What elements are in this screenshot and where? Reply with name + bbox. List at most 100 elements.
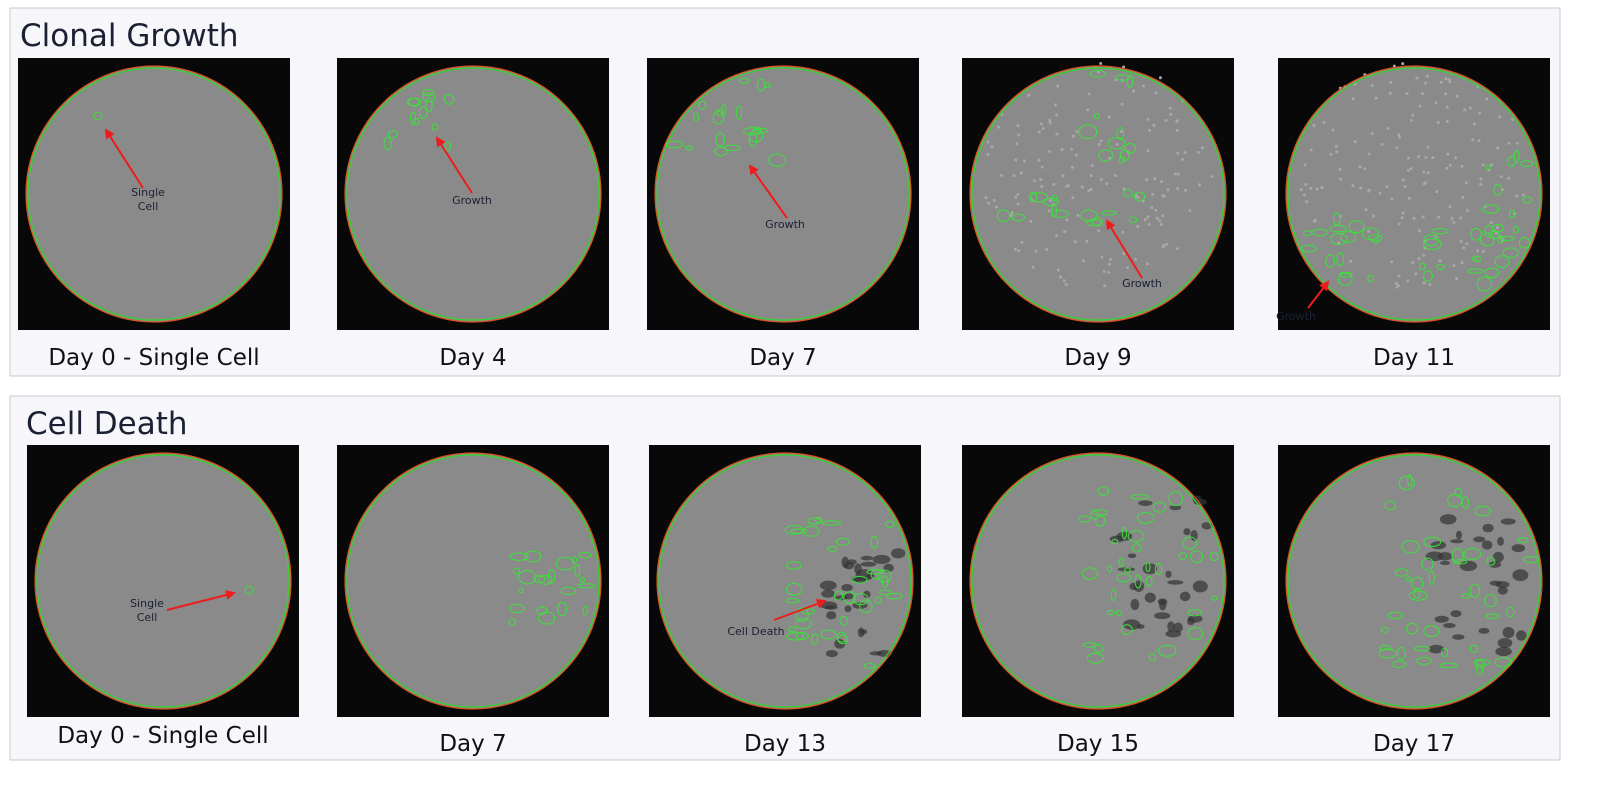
cell [1158, 219, 1162, 223]
dead-cells [1439, 514, 1457, 525]
cell [1414, 272, 1418, 276]
colony-contour [801, 608, 816, 615]
colony-contour [1484, 267, 1500, 279]
colony-contour [885, 520, 895, 528]
colony-contour [1454, 487, 1462, 497]
colony-contour [1106, 609, 1115, 616]
dead-cells [854, 576, 867, 583]
dead-cells [1459, 560, 1478, 572]
well-edge [1285, 452, 1543, 710]
cell [1039, 122, 1043, 126]
colony-contour [508, 618, 516, 626]
cell [1434, 101, 1438, 105]
colony-contour [1086, 652, 1104, 664]
cell [1417, 155, 1421, 159]
dead-cells [1437, 552, 1453, 561]
colony-contour [1178, 552, 1188, 561]
annotation: Growth [1122, 277, 1162, 290]
well-contour [656, 67, 910, 321]
dead-cells [1138, 500, 1153, 506]
cell [1490, 163, 1494, 167]
colony-contour [1441, 647, 1448, 658]
colony-contour [1463, 547, 1482, 560]
colony-contour [536, 606, 548, 615]
colony-contour [518, 569, 537, 585]
cell [992, 198, 996, 202]
dead-cells [1130, 598, 1140, 611]
colony-contour [1121, 526, 1127, 540]
colony-contour [787, 626, 797, 633]
colony-contour [822, 520, 841, 526]
cell [1134, 257, 1138, 261]
colony-contour [1111, 538, 1119, 545]
dead-cells [834, 595, 848, 601]
arrow [1105, 219, 1143, 279]
cell [1409, 167, 1413, 171]
cell [1120, 102, 1124, 106]
colony-contour [1368, 234, 1383, 242]
caption: Day 4 [439, 345, 506, 371]
colony-contour [1134, 574, 1142, 589]
colony-contour [571, 556, 578, 564]
cell [1136, 225, 1140, 229]
cell [1164, 118, 1168, 122]
cell [1450, 216, 1454, 220]
colony-contour [1431, 227, 1449, 235]
cell [1461, 195, 1465, 199]
cell [1150, 205, 1154, 209]
colony-contour [1413, 645, 1431, 652]
colony-contour [1116, 127, 1125, 140]
cell [1086, 108, 1090, 112]
dead-cells [1169, 504, 1182, 511]
dead-cells [1482, 523, 1494, 533]
arrow [1307, 280, 1330, 309]
well-contour [971, 67, 1225, 321]
dead-cells [1144, 592, 1156, 603]
cell [1477, 139, 1481, 143]
colony-contour [1367, 274, 1375, 282]
colony-contour [1123, 188, 1133, 198]
colony-contour [685, 145, 693, 151]
dead-cells [825, 650, 838, 658]
well [345, 66, 601, 322]
cell [1460, 261, 1464, 265]
cell [1055, 234, 1059, 238]
cell [1161, 214, 1165, 218]
well-edge [654, 65, 912, 323]
dead-cells [1497, 638, 1513, 648]
cell [1034, 249, 1038, 253]
dead-cells [1167, 621, 1175, 633]
colony-contour [1332, 212, 1341, 226]
cell [1315, 187, 1319, 191]
colony-contour [513, 567, 521, 575]
dead-cells [1201, 522, 1213, 530]
dead-cells [1488, 561, 1502, 568]
cell [1479, 177, 1483, 181]
colony-contour [739, 77, 750, 84]
colony-contour [1508, 209, 1516, 219]
cell [1099, 139, 1103, 143]
cell [1154, 91, 1158, 95]
colony-contour [714, 146, 728, 157]
cell [1122, 65, 1126, 69]
cell [1472, 122, 1476, 126]
cell [1411, 113, 1415, 117]
cell [1459, 216, 1463, 220]
cell [1010, 211, 1014, 215]
dead-cells [1434, 615, 1449, 623]
cell [1087, 92, 1091, 96]
colony-contour [870, 569, 883, 580]
colony-contour [1115, 609, 1122, 617]
colony-contour [1423, 625, 1440, 638]
colony-contour [509, 552, 529, 561]
cell [1090, 164, 1094, 168]
cell [1027, 93, 1031, 97]
cell [1406, 156, 1410, 160]
well-contour [36, 454, 290, 708]
cell [1142, 84, 1146, 88]
cell [1099, 61, 1103, 65]
well-edge [34, 452, 292, 710]
colony-contour [795, 631, 809, 641]
colony-contour [1095, 515, 1106, 527]
cell [1521, 193, 1525, 197]
